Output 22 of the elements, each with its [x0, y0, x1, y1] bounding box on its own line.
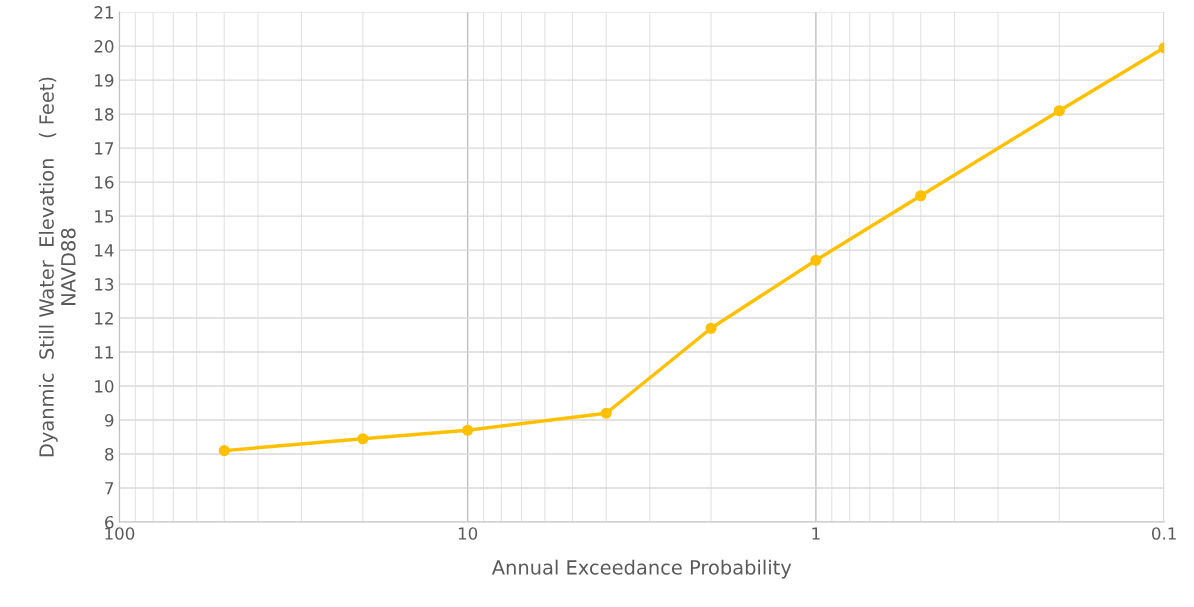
y-tick-label: 13	[95, 278, 114, 291]
y-tick-label: 7	[105, 482, 114, 495]
y-tick-label: 8	[105, 448, 114, 461]
y-axis-title: Dyanmic Still Water Elevation ( Feet) NAVD88	[38, 77, 76, 457]
x-axis-title: Annual Exceedance Probability	[491, 559, 792, 579]
y-tick-label: 15	[95, 210, 114, 223]
y-tick-label: 18	[95, 108, 114, 121]
y-tick-label: 6	[105, 515, 114, 529]
y-tick-label: 16	[95, 176, 114, 189]
x-tick-label: 0.1	[1152, 527, 1176, 540]
y-tick-label: 11	[95, 346, 113, 359]
x-tick-label: 100	[105, 527, 135, 540]
y-tick-label: 17	[95, 142, 114, 155]
y-tick-label: 20	[94, 40, 114, 53]
x-tick-label: 10	[458, 527, 478, 540]
x-tick-label: 1	[812, 527, 820, 540]
y-tick-label: 19	[95, 74, 114, 87]
y-tick-label: 21	[94, 6, 113, 19]
y-tick-label: 10	[95, 380, 114, 393]
y-tick-label: 14	[95, 244, 114, 257]
y-tick-label: 9	[104, 414, 114, 427]
y-tick-label: 12	[95, 312, 113, 325]
